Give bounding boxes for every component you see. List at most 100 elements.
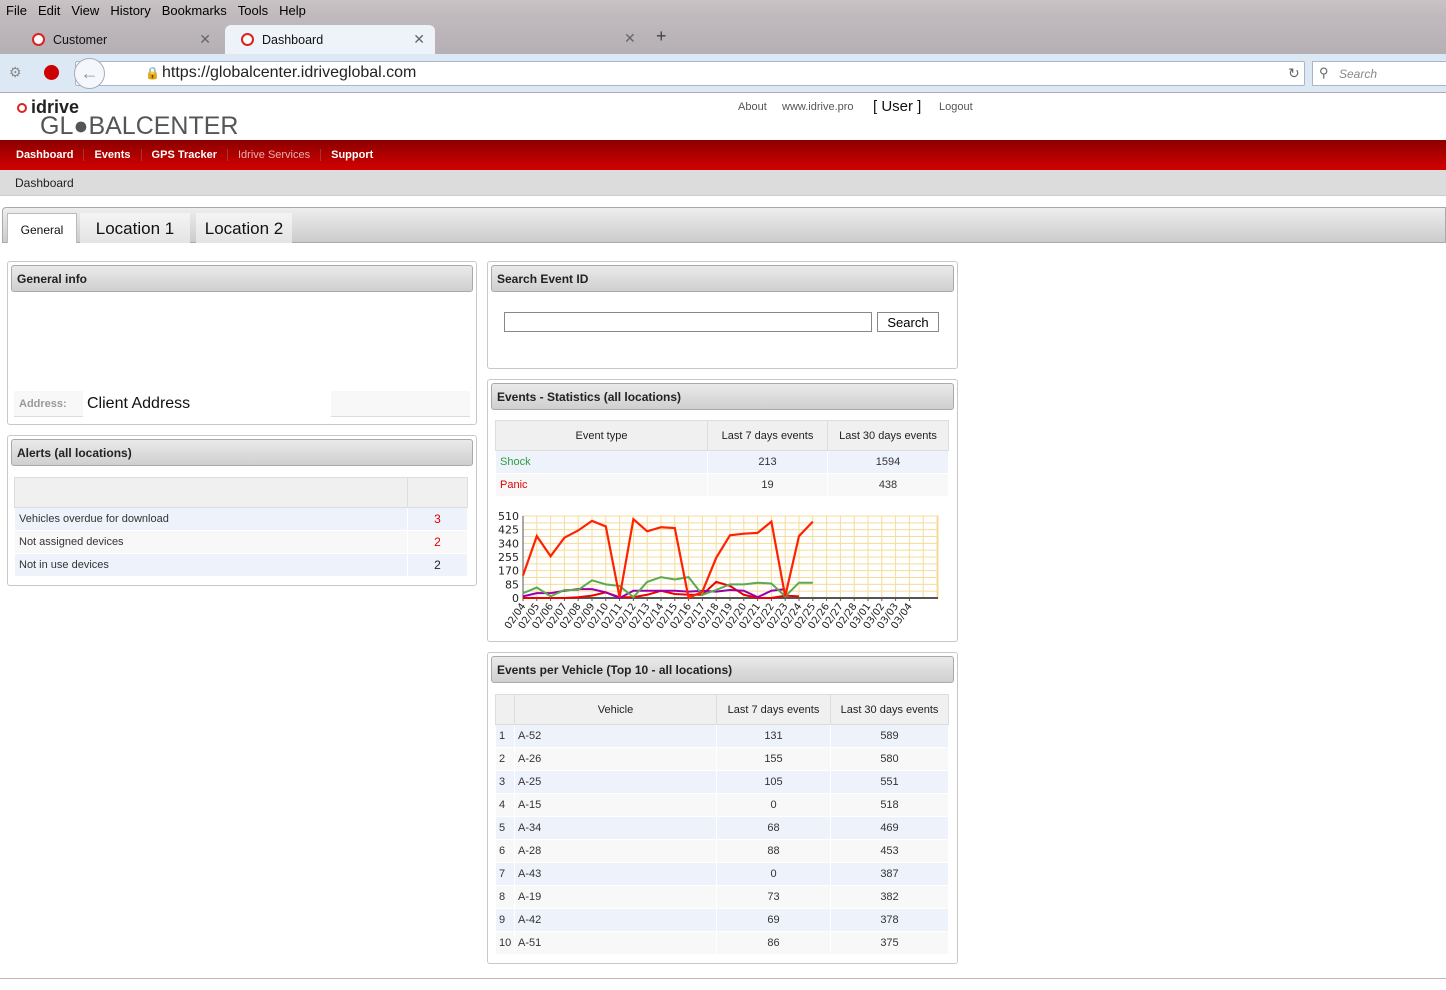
reload-icon[interactable]: ↻ — [1288, 65, 1300, 81]
site-link[interactable]: www.idrive.pro — [782, 101, 854, 113]
column-header[interactable]: Last 7 days events — [716, 694, 831, 725]
cell-last-30-days: 453 — [830, 839, 949, 863]
event-type: Panic — [495, 473, 708, 497]
url-text[interactable]: https://globalcenter.idriveglobal.com — [162, 64, 417, 81]
cell-last-30-days: 580 — [830, 747, 949, 771]
browser-tab-customer[interactable]: Customer ✕ — [16, 25, 221, 54]
cell: 438 — [827, 473, 949, 497]
logout-link[interactable]: Logout — [939, 101, 973, 113]
cell-rank: 2 — [495, 747, 515, 771]
nav-gps-tracker[interactable]: GPS Tracker — [142, 149, 228, 161]
close-tab-icon[interactable]: ✕ — [413, 31, 425, 47]
panel-title: Events - Statistics (all locations) — [491, 383, 954, 410]
tab-location-2[interactable]: Location 2 — [196, 213, 292, 243]
browser-menubar: File Edit View History Bookmarks Tools H… — [0, 0, 1446, 21]
cell-last-30-days: 589 — [830, 724, 949, 748]
column-header[interactable]: Event type — [495, 420, 708, 451]
event-id-input[interactable] — [504, 312, 872, 332]
address-value: Client Address — [83, 391, 331, 417]
cell-last-30-days: 382 — [830, 885, 949, 909]
menu-view[interactable]: View — [71, 3, 100, 18]
tab-general[interactable]: General — [7, 213, 77, 243]
cell-vehicle: A-26 — [514, 747, 717, 771]
browser-tabstrip: Customer ✕ Dashboard ✕ ✕ + — [0, 21, 1446, 54]
alert-count: 2 — [407, 530, 468, 554]
alert-count: 3 — [407, 507, 468, 531]
panel-title: General info — [11, 265, 473, 292]
menu-tools[interactable]: Tools — [237, 3, 269, 18]
nav-dashboard[interactable]: Dashboard — [6, 149, 85, 161]
cell-last-7-days: 105 — [716, 770, 831, 794]
url-bar[interactable] — [75, 61, 1305, 86]
cell-last-30-days: 518 — [830, 793, 949, 817]
vehicles-table: Vehicle Last 7 days events Last 30 days ev… — [495, 694, 949, 955]
cell-vehicle: A-15 — [514, 793, 717, 817]
back-icon[interactable]: ← — [74, 58, 105, 89]
column-header[interactable]: Last 30 days events — [830, 694, 949, 725]
table-row: 8 A-19 73 382 — [495, 885, 949, 909]
cell-vehicle: A-43 — [514, 862, 717, 886]
addon-icon[interactable]: ⚙ — [9, 64, 22, 80]
cell-rank: 10 — [495, 931, 515, 955]
logo-icon — [17, 103, 27, 113]
table-row: 10 A-51 86 375 — [495, 931, 949, 955]
table-row: 6 A-28 88 453 — [495, 839, 949, 863]
nav-support[interactable]: Support — [331, 149, 374, 161]
search-button[interactable]: Search — [877, 312, 939, 332]
alert-label: Not assigned devices — [14, 530, 408, 554]
table-row: 5 A-34 68 469 — [495, 816, 949, 840]
alert-label: Not in use devices — [14, 553, 408, 577]
table-row: 4 A-15 0 518 — [495, 793, 949, 817]
column-header[interactable]: Vehicle — [514, 694, 717, 725]
new-tab-icon[interactable]: + — [656, 26, 667, 46]
breadcrumb: Dashboard — [0, 170, 1446, 196]
cell-rank: 5 — [495, 816, 515, 840]
panel-title: Alerts (all locations) — [11, 439, 473, 466]
cell-last-30-days: 387 — [830, 862, 949, 886]
nav-events[interactable]: Events — [84, 149, 142, 161]
y-tick-label: 255 — [498, 551, 519, 564]
browser-search-input[interactable]: Search — [1312, 61, 1446, 86]
address-row: Address: Client Address — [14, 391, 470, 417]
tab-label: Customer — [53, 32, 108, 47]
search-icon: ⚲ — [1319, 65, 1329, 80]
cell-rank: 9 — [495, 908, 515, 932]
table-row: Panic 19 438 — [495, 473, 949, 497]
alerts-panel: Alerts (all locations) Vehicles overdue … — [7, 435, 477, 586]
menu-history[interactable]: History — [110, 3, 151, 18]
y-tick-label: 170 — [498, 565, 519, 578]
close-tab-icon[interactable]: ✕ — [624, 30, 636, 46]
cell-last-7-days: 69 — [716, 908, 831, 932]
menu-help[interactable]: Help — [279, 3, 306, 18]
cell-rank: 6 — [495, 839, 515, 863]
menu-file[interactable]: File — [6, 3, 27, 18]
menu-edit[interactable]: Edit — [37, 3, 61, 18]
about-link[interactable]: About — [738, 101, 767, 113]
panel-title: Events per Vehicle (Top 10 - all locatio… — [491, 656, 954, 683]
events-per-vehicle-panel: Events per Vehicle (Top 10 - all locatio… — [487, 652, 958, 964]
events-line-chart: 08517025534042551002/0402/0502/0602/0702… — [498, 510, 939, 631]
cell-rank: 1 — [495, 724, 515, 748]
tab-location-1[interactable]: Location 1 — [80, 213, 190, 243]
table-row: 3 A-25 105 551 — [495, 770, 949, 794]
cell-last-7-days: 0 — [716, 862, 831, 886]
stats-table: Event type Last 7 days events Last 30 days… — [495, 420, 949, 497]
user-link[interactable]: [ User ] — [873, 98, 922, 115]
column-header[interactable]: Last 7 days events — [707, 420, 828, 451]
column-header[interactable]: Last 30 days events — [827, 420, 949, 451]
favicon-icon — [32, 33, 45, 46]
cell-last-30-days: 469 — [830, 816, 949, 840]
site-header — [0, 94, 1446, 140]
alerts-header — [14, 477, 408, 508]
browser-tab-dashboard[interactable]: Dashboard ✕ — [225, 25, 435, 54]
table-row: Not assigned devices 2 — [14, 530, 468, 554]
cell-vehicle: A-28 — [514, 839, 717, 863]
close-tab-icon[interactable]: ✕ — [199, 31, 211, 47]
menu-bookmarks[interactable]: Bookmarks — [161, 3, 227, 18]
record-icon[interactable] — [44, 65, 59, 80]
cell-rank: 7 — [495, 862, 515, 886]
general-info-panel: General info Address: Client Address — [7, 261, 477, 425]
cell-vehicle: A-52 — [514, 724, 717, 748]
nav-idrive-services[interactable]: Idrive Services — [228, 149, 322, 161]
cell-last-7-days: 68 — [716, 816, 831, 840]
